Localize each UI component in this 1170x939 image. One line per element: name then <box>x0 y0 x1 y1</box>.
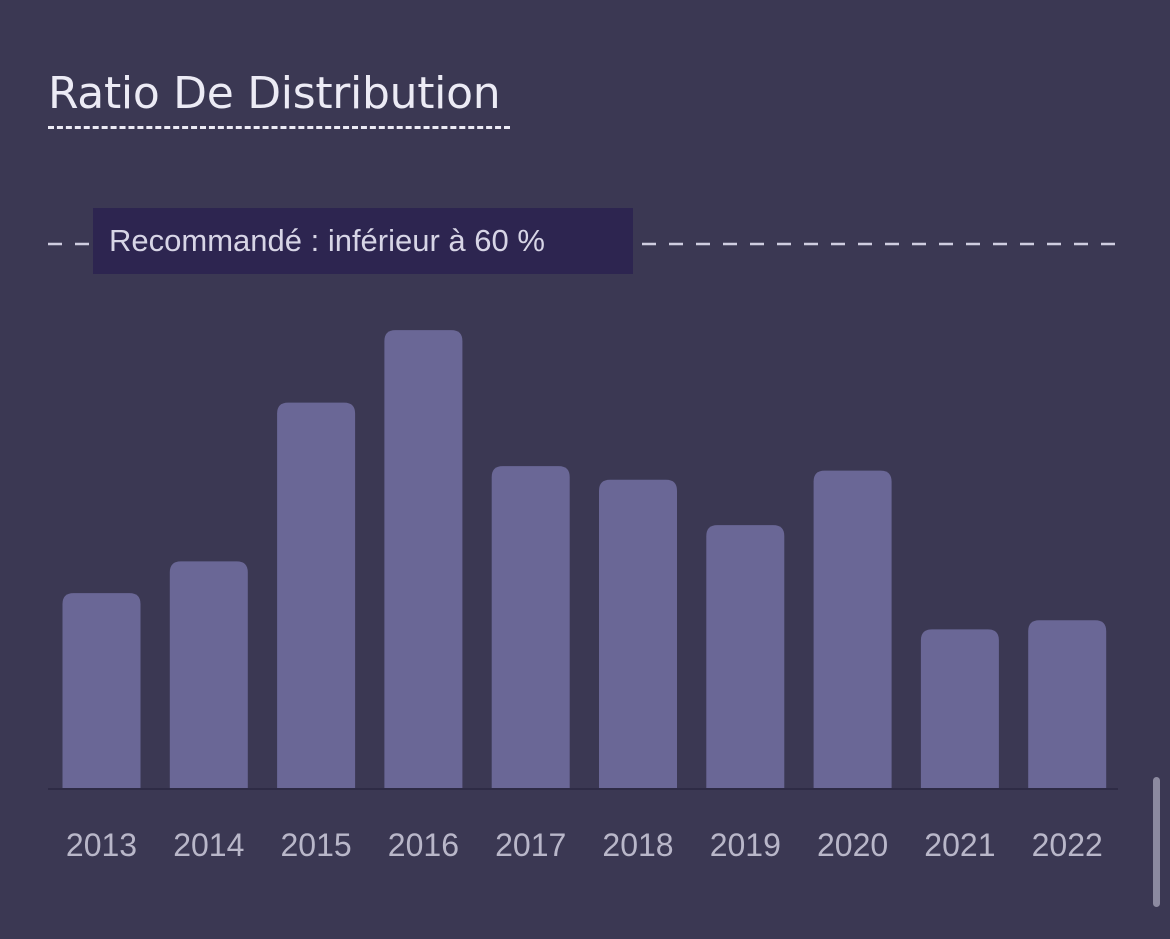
bar-2013 <box>62 593 141 788</box>
x-tick-label-2017: 2017 <box>495 827 566 863</box>
x-tick-label-2014: 2014 <box>173 827 244 863</box>
bar-2017 <box>491 466 570 788</box>
x-tick-labels: 2013 2014 2015 2016 2017 2018 2019 2020 2021 2022 <box>66 827 1103 863</box>
bar-2018 <box>599 479 677 788</box>
reference-label-box: Recommandé : inférieur à 60 % <box>93 208 633 274</box>
bar-2022 <box>1028 620 1107 788</box>
bar-2016 <box>384 330 463 788</box>
x-tick-label-2022: 2022 <box>1032 827 1103 863</box>
x-tick-label-2015: 2015 <box>281 827 352 863</box>
bars-layer <box>48 330 1118 790</box>
x-tick-label-2020: 2020 <box>817 827 888 863</box>
title-underline <box>48 126 510 129</box>
scrollbar-thumb[interactable] <box>1153 777 1160 907</box>
bar-2015 <box>277 402 356 788</box>
bar-2014 <box>169 561 248 788</box>
x-tick-label-2018: 2018 <box>602 827 673 863</box>
x-tick-label-2013: 2013 <box>66 827 137 863</box>
x-tick-label-2019: 2019 <box>710 827 781 863</box>
chart-title: Ratio De Distribution <box>48 68 501 119</box>
x-tick-label-2016: 2016 <box>388 827 459 863</box>
x-tick-label-2021: 2021 <box>924 827 995 863</box>
bar-2020 <box>813 470 892 788</box>
bar-2019 <box>706 525 785 788</box>
reference-label: Recommandé : inférieur à 60 % <box>109 223 545 258</box>
bar-2021 <box>920 629 999 788</box>
